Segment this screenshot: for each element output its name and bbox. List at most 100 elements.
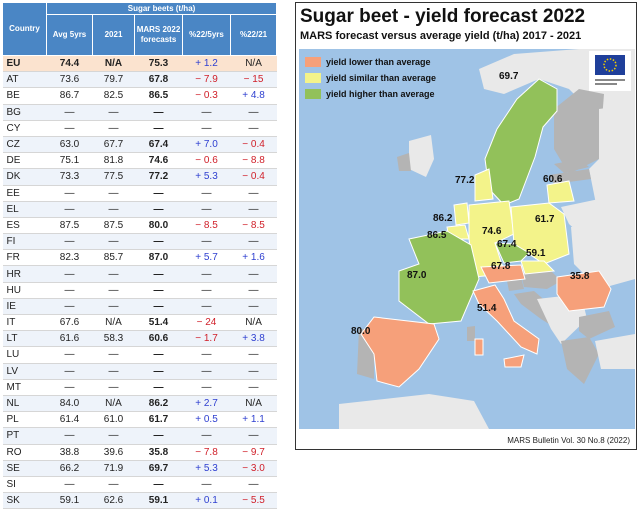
pct-5yrs-cell: — xyxy=(182,282,231,299)
country-cell: AT xyxy=(2,71,47,89)
yield-2021-cell: — xyxy=(92,120,135,137)
pct-21-cell: − 3.0 xyxy=(230,460,277,477)
country-cell: EU xyxy=(2,55,47,73)
avg-5yrs-cell: 67.6 xyxy=(46,314,93,332)
forecast-cell: 51.4 xyxy=(134,314,183,332)
forecast-cell: 86.5 xyxy=(134,87,183,105)
forecast-cell: — xyxy=(134,346,183,364)
pct-5yrs-cell: + 0.5 xyxy=(182,411,231,429)
avg-5yrs-cell: 82.3 xyxy=(46,249,93,267)
pct-5yrs-cell: — xyxy=(182,104,231,121)
avg-5yrs-cell: — xyxy=(46,282,93,299)
pct-5yrs-cell: — xyxy=(182,201,231,218)
table-row: CZ 63.0 67.7 67.4 + 7.0− 0.4 xyxy=(2,136,277,154)
legend-swatch-lower xyxy=(305,57,321,67)
finland-land xyxy=(554,89,604,174)
logo-text-line xyxy=(595,79,625,81)
table-row: BE 86.7 82.5 86.5− 0.3 + 4.8 xyxy=(2,87,277,105)
europe-map: 69.7 77.2 60.6 86.2 86.5 74.6 61.7 67.4 … xyxy=(299,49,635,429)
label-de: 74.6 xyxy=(482,226,502,237)
col-header-avg: Avg 5yrs xyxy=(46,14,93,56)
table-row: SI — — — — — xyxy=(2,476,277,494)
country-cell: IT xyxy=(2,314,47,332)
pct-5yrs-cell: — xyxy=(182,120,231,137)
country-cell: LV xyxy=(2,363,47,380)
forecast-cell: 86.2 xyxy=(134,395,183,413)
label-cz: 67.4 xyxy=(497,239,517,250)
country-fr xyxy=(398,230,480,325)
table-row: HU — — — — — xyxy=(2,282,277,299)
pct-5yrs-cell: + 7.0 xyxy=(182,136,231,154)
pct-5yrs-cell: + 1.2 xyxy=(182,55,231,73)
avg-5yrs-cell: 61.6 xyxy=(46,330,93,348)
forecast-cell: 75.3 xyxy=(134,55,183,73)
country-cell: CZ xyxy=(2,136,47,154)
country-ro xyxy=(556,270,612,312)
label-es: 80.0 xyxy=(351,326,371,337)
yield-2021-cell: 87.5 xyxy=(92,217,135,235)
pct-21-cell: − 8.5 xyxy=(230,217,277,235)
pct-21-cell: — xyxy=(230,265,277,283)
legend-label-lower: yield lower than average xyxy=(326,57,431,67)
table-row: EE — — — — — xyxy=(2,185,277,202)
yield-2021-cell: — xyxy=(92,427,135,445)
pct-21-cell: N/A xyxy=(230,395,277,413)
pct-21-cell: — xyxy=(230,185,277,202)
avg-5yrs-cell: 61.4 xyxy=(46,411,93,429)
table-row: DK 73.3 77.5 77.2 + 5.3− 0.4 xyxy=(2,168,277,186)
yield-2021-cell: N/A xyxy=(92,55,135,73)
table-row: SK 59.1 62.6 59.1 + 0.1− 5.5 xyxy=(2,492,277,509)
yield-2021-cell: — xyxy=(92,346,135,364)
table-row: FR 82.3 85.7 87.0 + 5.7 + 1.6 xyxy=(2,249,277,267)
forecast-cell: 67.4 xyxy=(134,136,183,154)
forecast-cell: — xyxy=(134,427,183,445)
pct-21-cell: — xyxy=(230,427,277,445)
pct-21-cell: — xyxy=(230,379,277,396)
country-cell: NL xyxy=(2,395,47,413)
pct-21-cell: + 3.8 xyxy=(230,330,277,348)
avg-5yrs-cell: — xyxy=(46,379,93,396)
table-row: PT — — — — — xyxy=(2,427,277,445)
legend-swatch-higher xyxy=(305,89,321,99)
table-row: LV — — — — — xyxy=(2,363,277,380)
map-subtitle: MARS forecast versus average yield (t/ha… xyxy=(300,30,582,42)
col-header-country: Country xyxy=(2,2,47,56)
yield-2021-cell: — xyxy=(92,265,135,283)
country-cell: BG xyxy=(2,104,47,121)
yield-2021-cell: 82.5 xyxy=(92,87,135,105)
table-row: LU — — — — — xyxy=(2,346,277,364)
country-cell: SI xyxy=(2,476,47,494)
legend-label-higher: yield higher than average xyxy=(326,89,435,99)
yield-2021-cell: 81.8 xyxy=(92,152,135,170)
pct-5yrs-cell: — xyxy=(182,427,231,445)
table-row: PL 61.4 61.0 61.7 + 0.5 + 1.1 xyxy=(2,411,277,429)
label-pl: 61.7 xyxy=(535,214,555,225)
avg-5yrs-cell: 38.8 xyxy=(46,444,93,461)
pct-5yrs-cell: — xyxy=(182,363,231,380)
pct-5yrs-cell: — xyxy=(182,185,231,202)
country-cell: LT xyxy=(2,330,47,348)
pct-21-cell: + 1.1 xyxy=(230,411,277,429)
turkey-land xyxy=(595,334,635,369)
yield-2021-cell: N/A xyxy=(92,395,135,413)
country-nl xyxy=(453,202,470,226)
pct-5yrs-cell: + 2.7 xyxy=(182,395,231,413)
forecast-cell: 61.7 xyxy=(134,411,183,429)
yield-2021-cell: — xyxy=(92,185,135,202)
pct-21-cell: − 0.4 xyxy=(230,168,277,186)
yield-2021-cell: — xyxy=(92,104,135,121)
pct-21-cell: − 9.7 xyxy=(230,444,277,461)
forecast-cell: — xyxy=(134,120,183,137)
country-it-sicily xyxy=(503,354,525,368)
yield-2021-cell: — xyxy=(92,363,135,380)
forecast-cell: — xyxy=(134,233,183,251)
avg-5yrs-cell: — xyxy=(46,104,93,121)
col-header-pct-21: %22/21 xyxy=(229,14,278,56)
pct-21-cell: N/A xyxy=(230,314,277,332)
pct-21-cell: − 5.5 xyxy=(230,492,277,509)
avg-5yrs-cell: — xyxy=(46,265,93,283)
pct-5yrs-cell: − 7.8 xyxy=(182,444,231,461)
ireland-land xyxy=(397,153,411,171)
table-row: RO 38.8 39.6 35.8− 7.8− 9.7 xyxy=(2,444,277,461)
pct-5yrs-cell: + 5.3 xyxy=(182,460,231,477)
